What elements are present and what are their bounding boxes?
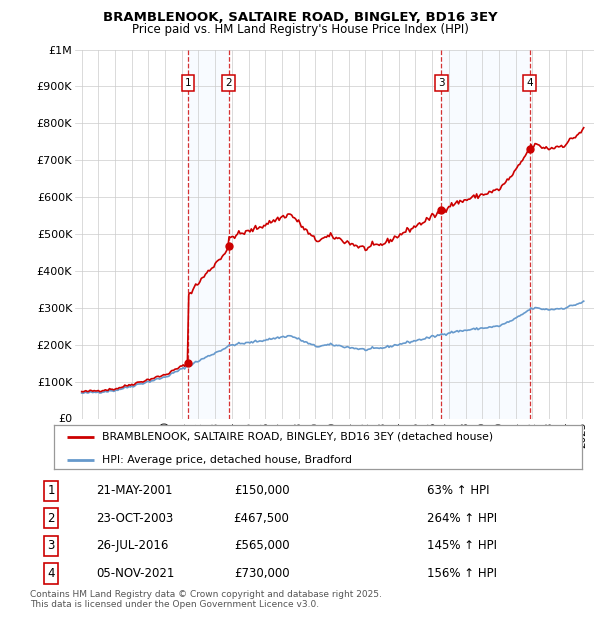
Text: HPI: Average price, detached house, Bradford: HPI: Average price, detached house, Brad… [101,454,352,464]
Text: 4: 4 [526,78,533,88]
Text: Price paid vs. HM Land Registry's House Price Index (HPI): Price paid vs. HM Land Registry's House … [131,23,469,36]
Text: 26-JUL-2016: 26-JUL-2016 [96,539,169,552]
Text: 3: 3 [47,539,55,552]
Text: £565,000: £565,000 [234,539,289,552]
Text: This data is licensed under the Open Government Licence v3.0.: This data is licensed under the Open Gov… [30,600,319,609]
Text: 2: 2 [47,512,55,525]
Bar [442,50,530,419]
Text: £467,500: £467,500 [233,512,289,525]
Text: 4: 4 [47,567,55,580]
Bar [188,50,229,419]
Text: 2: 2 [226,78,232,88]
Text: BRAMBLENOOK, SALTAIRE ROAD, BINGLEY, BD16 3EY (detached house): BRAMBLENOOK, SALTAIRE ROAD, BINGLEY, BD1… [101,432,493,442]
Text: £150,000: £150,000 [234,484,289,497]
Text: 1: 1 [47,484,55,497]
Text: 05-NOV-2021: 05-NOV-2021 [96,567,175,580]
Text: Contains HM Land Registry data © Crown copyright and database right 2025.: Contains HM Land Registry data © Crown c… [30,590,382,600]
Text: 21-MAY-2001: 21-MAY-2001 [96,484,173,497]
Text: 156% ↑ HPI: 156% ↑ HPI [427,567,497,580]
Text: 23-OCT-2003: 23-OCT-2003 [96,512,173,525]
Text: 1: 1 [185,78,191,88]
Text: 63% ↑ HPI: 63% ↑ HPI [427,484,490,497]
Text: £730,000: £730,000 [234,567,289,580]
Text: BRAMBLENOOK, SALTAIRE ROAD, BINGLEY, BD16 3EY: BRAMBLENOOK, SALTAIRE ROAD, BINGLEY, BD1… [103,11,497,24]
Text: 3: 3 [438,78,445,88]
Text: 264% ↑ HPI: 264% ↑ HPI [427,512,497,525]
Text: 145% ↑ HPI: 145% ↑ HPI [427,539,497,552]
